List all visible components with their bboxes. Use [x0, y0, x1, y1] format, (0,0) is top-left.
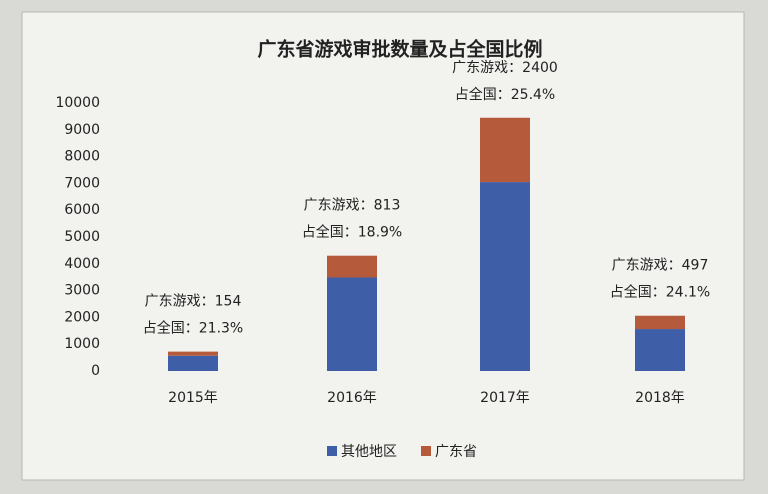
annotation: 占全国：25.4% [455, 86, 555, 103]
data-label: 广东游戏：2400 [452, 60, 558, 76]
bar-segment [168, 351, 218, 356]
y-tick-label: 4000 [64, 256, 100, 272]
y-tick-label: 7000 [64, 175, 100, 191]
chart-title: 广东省游戏审批数量及占全国比例 [257, 38, 542, 61]
legend-swatch [327, 446, 337, 456]
x-tick-label: 2017年 [480, 390, 530, 406]
data-label: 广东游戏：813 [304, 198, 401, 214]
annotation: 占全国：18.9% [302, 224, 402, 241]
bar-segment [327, 255, 377, 278]
y-tick-label: 3000 [64, 283, 100, 299]
bar-segment [480, 117, 530, 183]
y-tick-label: 10000 [55, 95, 100, 111]
legend-swatch [421, 446, 431, 456]
y-tick-label: 1000 [64, 336, 100, 352]
data-label: 广东游戏：154 [145, 294, 242, 310]
bar-segment [327, 277, 377, 371]
bar-segment [168, 355, 218, 371]
y-tick-label: 6000 [64, 202, 100, 218]
x-tick-label: 2016年 [327, 390, 377, 406]
y-tick-label: 8000 [64, 149, 100, 165]
bar-segment [635, 329, 685, 371]
y-tick-label: 2000 [64, 309, 100, 325]
x-tick-label: 2018年 [635, 390, 685, 406]
bar-segment [480, 182, 530, 371]
bar-segment [635, 315, 685, 330]
card [21, 11, 745, 481]
y-tick-label: 5000 [64, 229, 100, 245]
y-tick-label: 0 [91, 363, 100, 379]
y-tick-label: 9000 [64, 122, 100, 138]
legend-label: 广东省 [435, 444, 477, 460]
x-tick-label: 2015年 [168, 390, 218, 406]
annotation: 占全国：21.3% [143, 320, 243, 337]
legend-label: 其他地区 [341, 444, 397, 460]
data-label: 广东游戏：497 [612, 258, 709, 274]
annotation: 占全国：24.1% [610, 284, 710, 301]
